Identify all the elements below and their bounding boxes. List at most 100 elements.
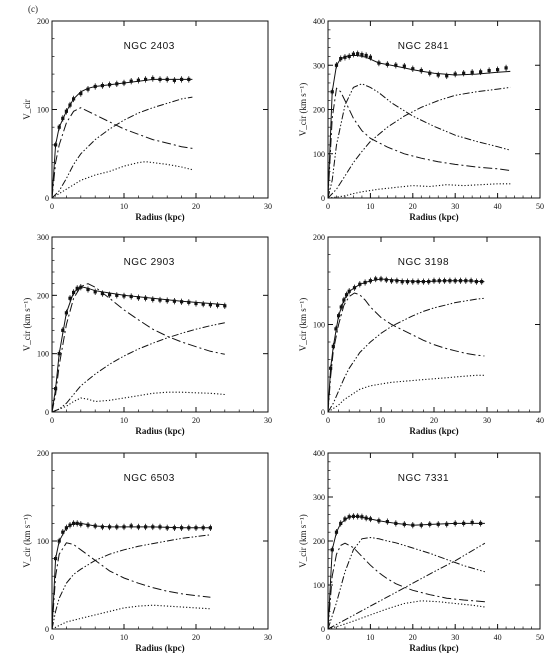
x-tick-label: 30 <box>264 202 272 211</box>
data-point <box>208 303 212 307</box>
series-line-dotted <box>327 183 511 199</box>
data-point <box>64 311 68 315</box>
data-point <box>64 109 68 113</box>
data-point <box>86 287 90 292</box>
panel-title: NGC 2841 <box>398 41 449 52</box>
data-point <box>458 279 463 283</box>
data-point <box>351 52 356 56</box>
plot-frame <box>51 236 269 413</box>
series-line-dash-dot-dot <box>327 83 511 199</box>
panel-title: NGC 3198 <box>398 257 449 268</box>
data-point <box>122 525 126 529</box>
data-point <box>339 521 343 525</box>
y-tick-label: 0 <box>321 194 325 203</box>
data-point <box>122 81 126 85</box>
data-point <box>57 352 61 356</box>
data-point <box>329 366 333 370</box>
data-point <box>479 70 483 74</box>
panel-5: 0 10 20 30 0 100 200 Radius (kpc) V_cir (km s⁻¹)… <box>22 449 272 653</box>
data-point <box>129 294 133 299</box>
y-tick-label: 100 <box>37 106 49 115</box>
data-point <box>469 279 473 283</box>
y-tick-label: 200 <box>37 449 49 458</box>
data-point <box>72 97 76 101</box>
data-point <box>352 286 357 290</box>
data-point <box>180 526 184 530</box>
x-tick-label: 10 <box>120 416 128 425</box>
x-tick-label: 40 <box>536 416 544 425</box>
series-line-dash-dot <box>51 542 211 630</box>
series-line-dash-dot <box>51 283 225 413</box>
x-tick-label: 40 <box>494 202 502 211</box>
data-point <box>453 521 457 525</box>
x-axis-label: Radius (kpc) <box>409 426 458 436</box>
data-point <box>364 53 368 58</box>
data-point <box>470 70 474 74</box>
x-tick-label: 30 <box>451 633 459 642</box>
y-tick-label: 0 <box>45 194 49 203</box>
data-point <box>480 280 484 284</box>
data-point <box>402 522 406 526</box>
data-point <box>180 77 184 82</box>
data-point <box>208 526 212 530</box>
data-point <box>347 289 351 293</box>
data-point <box>108 293 112 297</box>
data-point <box>358 282 362 286</box>
data-point <box>339 57 343 61</box>
data-point <box>368 55 372 59</box>
data-point <box>368 279 372 283</box>
data-point <box>330 548 334 552</box>
data-point <box>342 298 346 302</box>
data-point <box>368 517 372 521</box>
data-point <box>351 514 356 518</box>
data-point <box>172 78 176 82</box>
y-tick-label: 0 <box>45 408 49 417</box>
series-line-solid <box>51 78 193 199</box>
data-point <box>136 78 140 82</box>
data-point <box>54 143 58 147</box>
series-line-dotted <box>327 600 485 630</box>
series-line-dash-dot-dot <box>327 297 485 413</box>
series-line-dash-dot-dot <box>327 536 486 630</box>
data-point <box>68 296 72 300</box>
data-point <box>144 77 148 82</box>
data-point <box>356 52 360 56</box>
data-point <box>334 530 339 534</box>
x-tick-label: 20 <box>192 416 200 425</box>
data-point <box>347 54 351 58</box>
data-point <box>122 294 126 298</box>
data-point <box>115 82 119 86</box>
data-point <box>437 279 441 283</box>
panel-title: NGC 7331 <box>398 473 449 484</box>
y-tick-label: 200 <box>37 291 49 300</box>
data-point <box>158 77 162 82</box>
data-point <box>165 77 169 82</box>
data-point <box>86 87 90 91</box>
data-point <box>79 285 83 289</box>
data-point <box>331 344 335 348</box>
data-point <box>428 71 432 75</box>
data-point <box>115 525 119 529</box>
series-line-dash-dot-dot <box>327 86 511 199</box>
data-point <box>187 300 191 304</box>
data-point <box>343 517 347 521</box>
data-point <box>379 277 383 281</box>
x-tick-label: 20 <box>409 202 417 211</box>
data-point <box>364 516 368 520</box>
data-point <box>151 297 155 302</box>
data-point <box>144 296 148 300</box>
data-point <box>57 125 61 129</box>
panel-title: NGC 2903 <box>124 257 175 268</box>
data-point <box>419 68 423 73</box>
data-point <box>411 67 415 71</box>
x-tick-label: 10 <box>366 633 374 642</box>
data-point <box>165 526 169 530</box>
data-point <box>405 280 410 284</box>
data-point <box>330 90 334 94</box>
series-line-dash-dot-dot <box>51 534 211 630</box>
data-point <box>343 55 347 59</box>
data-point <box>151 76 155 81</box>
data-point <box>93 524 97 528</box>
data-point <box>377 61 381 65</box>
